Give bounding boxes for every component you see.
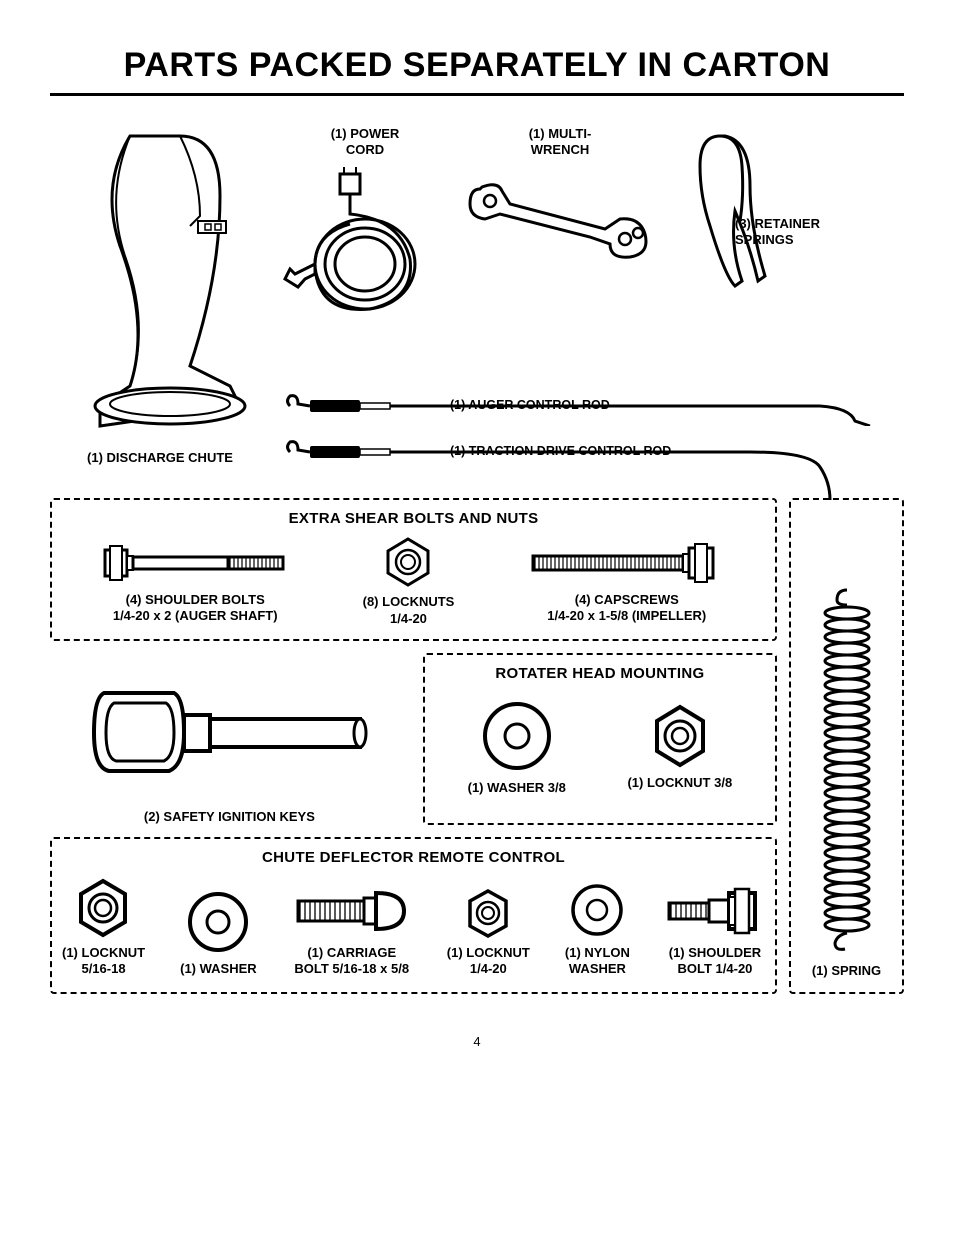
shoulder-bolt: (4) SHOULDER BOLTS 1/4-20 x 2 (AUGER SHA… — [100, 538, 290, 625]
locknut-14-label: (1) LOCKNUT 1/4-20 — [447, 945, 530, 978]
locknut-38-label: (1) LOCKNUT 3/8 — [627, 775, 732, 791]
carriage-bolt: (1) CARRIAGE BOLT 5/16-18 x 5/8 — [292, 881, 412, 978]
shoulder-bolt-14-label: (1) SHOULDER BOLT 1/4-20 — [669, 945, 761, 978]
locknut-516: (1) LOCKNUT 5/16-18 — [62, 876, 145, 978]
spring-box: (1) SPRING — [789, 498, 904, 993]
control-rods: (1) AUGER CONTROL ROD (1) TRACTION DRIVE… — [280, 386, 904, 458]
multi-wrench-label: (1) MULTI- WRENCH — [529, 126, 592, 159]
power-cord: (1) POWER CORD — [270, 126, 460, 329]
top-section: (1) DISCHARGE CHUTE (1) POWER CORD — [50, 126, 904, 458]
carriage-bolt-label: (1) CARRIAGE BOLT 5/16-18 x 5/8 — [294, 945, 409, 978]
locknut-8-label: (8) LOCKNUTS 1/4-20 — [363, 594, 455, 627]
washer-38: (1) WASHER 3/8 — [468, 696, 566, 796]
rotater-box: ROTATER HEAD MOUNTING (1) WASHER 3/8 — [423, 653, 777, 825]
washer-def: (1) WASHER — [180, 887, 257, 977]
nylon-washer-label: (1) NYLON WASHER — [565, 945, 630, 978]
page: PARTS PACKED SEPARATELY IN CARTON (1) DI… — [0, 0, 954, 1079]
locknut-38: (1) LOCKNUT 3/8 — [627, 701, 732, 791]
locknut-14: (1) LOCKNUT 1/4-20 — [447, 886, 530, 978]
discharge-chute-label: (1) DISCHARGE CHUTE — [87, 450, 233, 466]
locknut-516-label: (1) LOCKNUT 5/16-18 — [62, 945, 145, 978]
page-number: 4 — [50, 1034, 904, 1049]
capscrew-label: (4) CAPSCREWS 1/4-20 x 1-5/8 (IMPELLER) — [547, 592, 706, 625]
deflector-title: CHUTE DEFLECTOR REMOTE CONTROL — [62, 849, 765, 866]
locknut-8: (8) LOCKNUTS 1/4-20 — [363, 535, 455, 627]
shear-title: EXTRA SHEAR BOLTS AND NUTS — [64, 510, 763, 527]
nylon-washer: (1) NYLON WASHER — [565, 879, 630, 978]
retainer-springs: (3) RETAINER SPRINGS — [660, 126, 820, 249]
page-title: PARTS PACKED SEPARATELY IN CARTON — [50, 40, 904, 96]
washer-def-label: (1) WASHER — [180, 961, 257, 977]
discharge-chute: (1) DISCHARGE CHUTE — [50, 126, 270, 466]
spring-label: (1) SPRING — [812, 963, 881, 979]
retainer-springs-label: (3) RETAINER SPRINGS — [735, 216, 855, 249]
safety-keys-label: (2) SAFETY IGNITION KEYS — [144, 809, 315, 825]
multi-wrench: (1) MULTI- WRENCH — [460, 126, 660, 269]
power-cord-label: (1) POWER CORD — [331, 126, 400, 159]
traction-rod: (1) TRACTION DRIVE CONTROL ROD — [280, 432, 904, 458]
shear-bolts-box: EXTRA SHEAR BOLTS AND NUTS — [50, 498, 777, 641]
shoulder-bolt-14: (1) SHOULDER BOLT 1/4-20 — [665, 881, 765, 978]
washer-38-label: (1) WASHER 3/8 — [468, 780, 566, 796]
shoulder-bolt-label: (4) SHOULDER BOLTS 1/4-20 x 2 (AUGER SHA… — [113, 592, 278, 625]
deflector-box: CHUTE DEFLECTOR REMOTE CONTROL (1) LOCKN… — [50, 837, 777, 994]
rotater-title: ROTATER HEAD MOUNTING — [437, 665, 763, 682]
auger-rod: (1) AUGER CONTROL ROD — [280, 386, 904, 412]
capscrew: (4) CAPSCREWS 1/4-20 x 1-5/8 (IMPELLER) — [527, 538, 727, 625]
safety-keys: (2) SAFETY IGNITION KEYS — [50, 653, 409, 825]
